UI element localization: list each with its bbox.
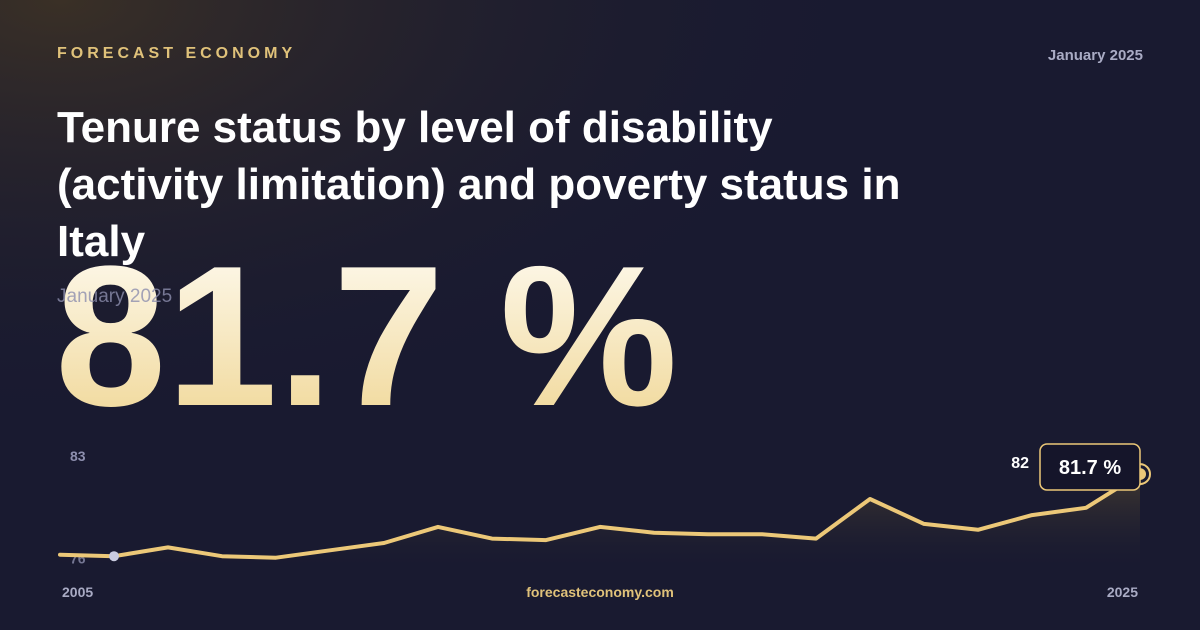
- date: January 2025: [1048, 47, 1143, 64]
- tooltip-box: [1039, 443, 1141, 491]
- area: [60, 474, 1140, 565]
- title: Tenure status by level of disability (act…: [57, 103, 900, 266]
- y-tick-label: 83: [70, 448, 86, 464]
- headline-date: January 2025: [57, 286, 172, 307]
- x-tick-label: 2025: [1107, 584, 1138, 600]
- tooltip-value: 81.7 %: [1059, 457, 1121, 479]
- line: [58, 472, 1142, 560]
- highlight-point: [109, 551, 119, 562]
- brand: FORECAST ECONOMY: [57, 45, 296, 62]
- end-label: 82: [1011, 455, 1029, 472]
- sparkline: 76832005202581.7 %82: [58, 443, 1151, 600]
- x-tick-label: 2005: [62, 584, 93, 600]
- footer: forecasteconomy.com: [526, 584, 674, 600]
- headline-value: 81.7 %: [55, 225, 678, 448]
